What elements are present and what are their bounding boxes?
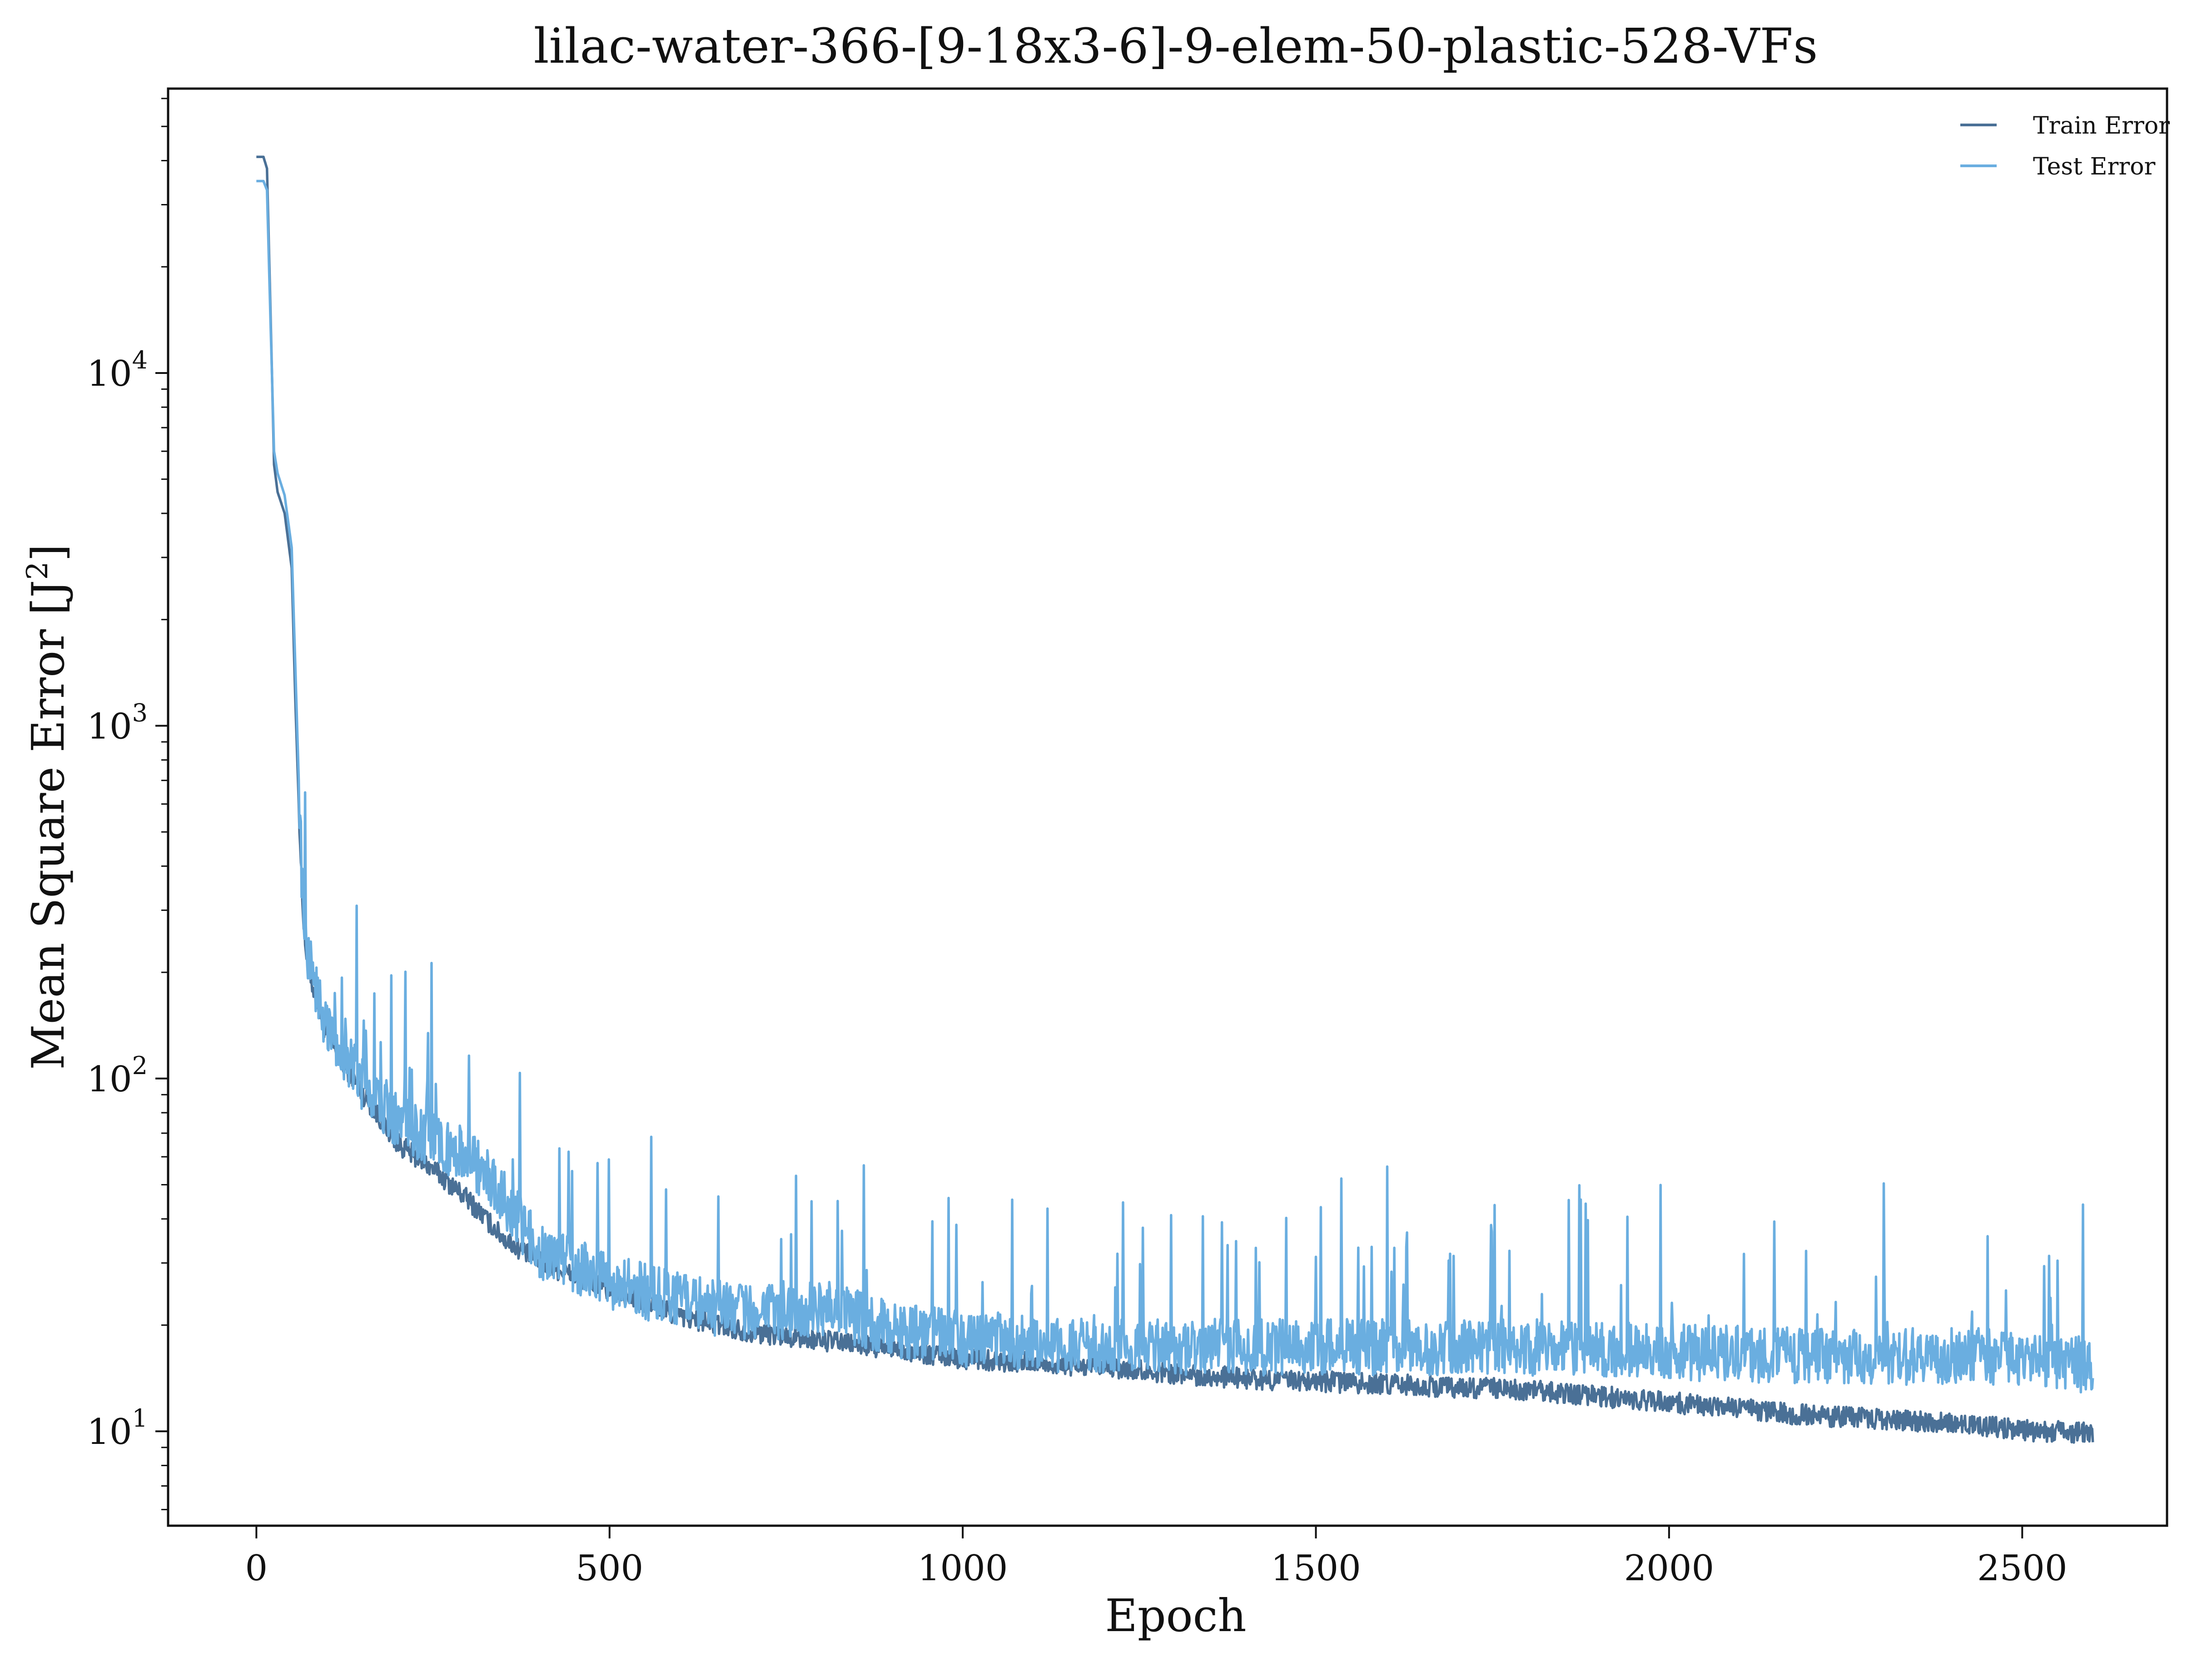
x-tick-label: 1500 [1271, 1548, 1361, 1589]
x-tick-label: 500 [576, 1548, 643, 1589]
x-axis-label: Epoch [1105, 1590, 1246, 1642]
series-line-2 [256, 179, 2094, 1394]
y-tick-label: 104 [87, 346, 148, 394]
x-axis-ticks: 0 500 1000 1500 2000 2500 [245, 1526, 2068, 1589]
chart-title: lilac-water-366-[9-18x3-6]-9-elem-50-pla… [534, 18, 1818, 74]
x-tick-label: 2000 [1624, 1548, 1715, 1589]
y-axis-label: Mean Square Error [J2] [21, 544, 75, 1070]
legend-label-1: Train Error [2033, 112, 2170, 139]
y-tick-label: 101 [87, 1404, 148, 1453]
y-axis-label-main: Mean Square Error [J [23, 580, 75, 1070]
x-tick-label: 1000 [918, 1548, 1008, 1589]
y-axis-label-close: ] [23, 544, 75, 561]
plot-frame [167, 87, 2168, 1527]
y-axis-ticks: 101 102 103 104 [87, 98, 168, 1510]
x-tick-label: 0 [245, 1548, 268, 1589]
y-axis-label-sup: 2 [21, 562, 55, 580]
y-tick-label: 102 [87, 1051, 148, 1100]
legend: Train Error Test Error [1960, 112, 2170, 180]
x-tick-label: 2500 [1977, 1548, 2068, 1589]
series-layer [256, 155, 2094, 1444]
y-tick-label: 103 [87, 698, 148, 747]
legend-label-2: Test Error [2033, 153, 2156, 180]
